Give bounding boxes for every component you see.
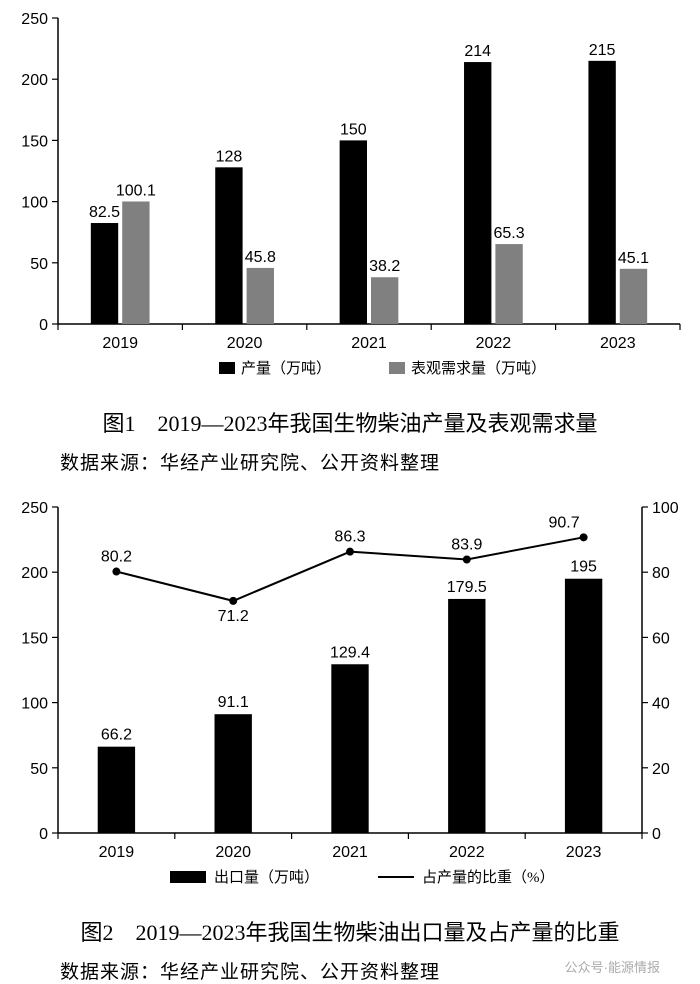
svg-text:66.2: 66.2 xyxy=(101,727,132,744)
svg-text:20: 20 xyxy=(652,761,670,778)
svg-text:40: 40 xyxy=(652,696,670,713)
svg-text:2023: 2023 xyxy=(600,335,636,352)
svg-text:50: 50 xyxy=(30,256,48,273)
svg-text:50: 50 xyxy=(30,761,48,778)
svg-text:71.2: 71.2 xyxy=(218,608,249,625)
svg-text:150: 150 xyxy=(340,121,367,138)
svg-text:91.1: 91.1 xyxy=(218,694,249,711)
chart1-source: 数据来源：华经产业研究院、公开资料整理 xyxy=(0,448,700,475)
svg-text:214: 214 xyxy=(464,43,491,60)
svg-text:2021: 2021 xyxy=(332,844,368,861)
svg-text:45.1: 45.1 xyxy=(618,250,649,267)
line-marker xyxy=(229,597,237,605)
chart1-svg: 0 50 100 150 200 250 2019 2020 2021 2022 2023 82.5 1… xyxy=(0,0,700,400)
svg-text:179.5: 179.5 xyxy=(447,579,487,596)
svg-text:45.8: 45.8 xyxy=(245,249,276,266)
svg-text:0: 0 xyxy=(39,317,48,334)
svg-text:2019: 2019 xyxy=(102,335,138,352)
legend-swatch-export xyxy=(170,871,206,883)
watermark: 公众号·能源情报 xyxy=(565,957,660,976)
chart1-caption: 图1 2019—2023年我国生物柴油产量及表观需求量 xyxy=(0,406,700,438)
svg-text:250: 250 xyxy=(21,500,48,517)
svg-text:200: 200 xyxy=(21,72,48,89)
chart1-block: 0 50 100 150 200 250 2019 2020 2021 2022 2023 82.5 1… xyxy=(0,0,700,475)
line-marker xyxy=(463,555,471,563)
svg-text:82.5: 82.5 xyxy=(89,204,120,221)
svg-text:86.3: 86.3 xyxy=(334,529,365,546)
svg-text:100: 100 xyxy=(21,195,48,212)
svg-text:100.1: 100.1 xyxy=(116,182,156,199)
bar-export xyxy=(448,599,485,833)
bar-production xyxy=(91,223,118,324)
bar-demand xyxy=(247,268,274,324)
bar-export xyxy=(331,664,368,833)
svg-text:2023: 2023 xyxy=(566,844,602,861)
line-marker xyxy=(580,533,588,541)
svg-text:215: 215 xyxy=(589,42,616,59)
svg-text:200: 200 xyxy=(21,565,48,582)
legend-swatch-demand xyxy=(389,362,405,374)
bar-production xyxy=(215,167,242,324)
bar-production xyxy=(588,61,615,324)
svg-text:2019: 2019 xyxy=(99,844,135,861)
line-marker xyxy=(112,568,120,576)
svg-text:129.4: 129.4 xyxy=(330,644,370,661)
chart2-caption: 图2 2019—2023年我国生物柴油出口量及占产量的比重 xyxy=(0,915,700,947)
svg-text:80: 80 xyxy=(652,565,670,582)
svg-text:195: 195 xyxy=(570,559,597,576)
svg-text:150: 150 xyxy=(21,630,48,647)
svg-text:128: 128 xyxy=(216,148,243,165)
svg-text:250: 250 xyxy=(21,11,48,28)
chart2-svg: 0 50 100 150 200 250 0 20 40 60 80 100 2019 2020 2021 2… xyxy=(0,489,700,909)
bar-export xyxy=(565,579,602,833)
svg-text:38.2: 38.2 xyxy=(369,258,400,275)
svg-text:2020: 2020 xyxy=(215,844,251,861)
legend-label-demand: 表观需求量（万吨） xyxy=(411,360,546,377)
svg-text:0: 0 xyxy=(652,826,661,843)
bar-demand xyxy=(371,277,398,324)
svg-text:150: 150 xyxy=(21,133,48,150)
legend-label-production: 产量（万吨） xyxy=(241,360,331,377)
bar-demand xyxy=(122,201,149,324)
svg-text:65.3: 65.3 xyxy=(494,225,525,242)
svg-text:100: 100 xyxy=(21,696,48,713)
svg-text:90.7: 90.7 xyxy=(548,514,579,531)
bar-production xyxy=(464,62,491,324)
bar-production xyxy=(340,140,367,324)
legend-label-export: 出口量（万吨） xyxy=(214,869,319,886)
bar-demand xyxy=(620,269,647,324)
svg-text:100: 100 xyxy=(652,500,679,517)
svg-text:83.9: 83.9 xyxy=(451,536,482,553)
svg-text:60: 60 xyxy=(652,630,670,647)
bar-export xyxy=(215,714,252,833)
svg-text:2022: 2022 xyxy=(449,844,485,861)
legend-label-ratio: 占产量的比重（%） xyxy=(422,869,555,886)
svg-text:0: 0 xyxy=(39,826,48,843)
bar-demand xyxy=(495,244,522,324)
chart2-block: 0 50 100 150 200 250 0 20 40 60 80 100 2019 2020 2021 2… xyxy=(0,489,700,984)
svg-text:2022: 2022 xyxy=(476,335,512,352)
svg-text:2020: 2020 xyxy=(227,335,263,352)
line-marker xyxy=(346,548,354,556)
bar-export xyxy=(98,747,135,833)
legend-swatch-production xyxy=(219,362,235,374)
svg-text:80.2: 80.2 xyxy=(101,549,132,566)
svg-text:2021: 2021 xyxy=(351,335,387,352)
